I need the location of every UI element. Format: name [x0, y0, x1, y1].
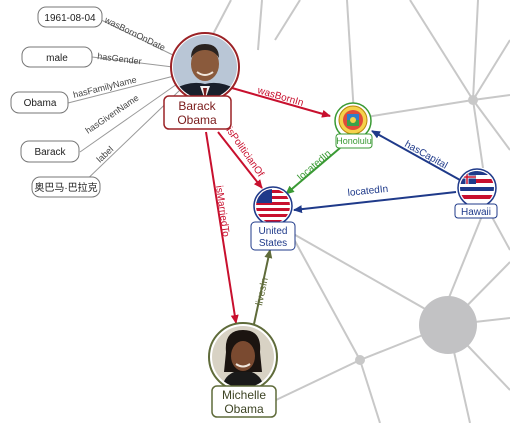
- edge-hasGender: [91, 56, 174, 68]
- honolulu-label: Honolulu: [336, 136, 372, 146]
- label-isMarriedTo: isMarriedTo: [213, 185, 231, 238]
- usa-label-line2: States: [259, 238, 287, 249]
- entity-united-states[interactable]: United States: [250, 186, 296, 251]
- edge-locatedIn-hawaii: [293, 191, 457, 214]
- label-livesIn: livesIn: [254, 277, 271, 307]
- edge-isPoliticianOf: [217, 131, 263, 189]
- network-hub-node[interactable]: [419, 296, 477, 354]
- predicate-label: label: [95, 144, 116, 164]
- edge-hasGivenName: [79, 83, 178, 153]
- label-isPoliticianOf: isPoliticianOf: [224, 125, 266, 179]
- hawaii-label: Hawaii: [461, 207, 491, 218]
- edge-wasBornOnDate: [94, 16, 178, 58]
- label-wasBornIn: wasBornIn: [255, 85, 304, 109]
- edge-hasCapital: [371, 130, 461, 181]
- edge-hasFamilyName: [67, 75, 175, 104]
- label-hasCapital: hasCapital: [403, 139, 450, 172]
- predicate-hasGender: hasGender: [97, 51, 142, 66]
- predicate-hasFamilyName: hasFamilyName: [72, 75, 138, 100]
- michelle-photo: [212, 326, 274, 388]
- edge-locatedIn-honolulu: [285, 147, 341, 195]
- literal-familyname-value: Obama: [24, 98, 57, 109]
- michelle-label-line2: Obama: [224, 402, 264, 416]
- barack-label-line1: Barack: [178, 99, 216, 113]
- usa-label-line1: United: [259, 226, 288, 237]
- literal-birthdate-value: 1961-08-04: [44, 13, 96, 24]
- edge-label: [77, 89, 181, 189]
- network-small-node[interactable]: [468, 95, 478, 105]
- edge-isMarriedTo: [205, 131, 239, 324]
- literal-label-value: 奥巴马·巴拉克: [34, 181, 97, 194]
- entity-michelle-obama[interactable]: Michelle Obama: [208, 322, 278, 418]
- literal-birthdate[interactable]: 1961-08-04: [37, 6, 103, 28]
- label-locatedIn-hawaii: locatedIn: [347, 184, 389, 199]
- literal-gender[interactable]: male: [21, 46, 93, 68]
- entity-hawaii[interactable]: Hawaii: [454, 168, 498, 219]
- literal-familyname[interactable]: Obama: [10, 91, 69, 114]
- edge-wasBornIn: [231, 87, 331, 118]
- entity-barack-obama[interactable]: Barack Obama: [163, 32, 240, 130]
- hawaii-flag-icon: [460, 171, 494, 205]
- predicate-wasBornOnDate: wasBornOnDate: [102, 14, 167, 52]
- literal-gender-value: male: [46, 53, 68, 64]
- literal-label[interactable]: 奥巴马·巴拉克: [31, 176, 101, 198]
- network-small-node[interactable]: [355, 355, 365, 365]
- entity-honolulu[interactable]: Honolulu: [334, 102, 373, 149]
- label-locatedIn-honolulu: locatedIn: [296, 148, 334, 183]
- edge-livesIn: [253, 249, 273, 325]
- literal-givenname-value: Barack: [34, 147, 66, 158]
- michelle-label-line1: Michelle: [222, 388, 266, 402]
- barack-label-line2: Obama: [177, 113, 217, 127]
- literal-givenname[interactable]: Barack: [20, 140, 80, 163]
- honolulu-seal-icon: [338, 105, 368, 135]
